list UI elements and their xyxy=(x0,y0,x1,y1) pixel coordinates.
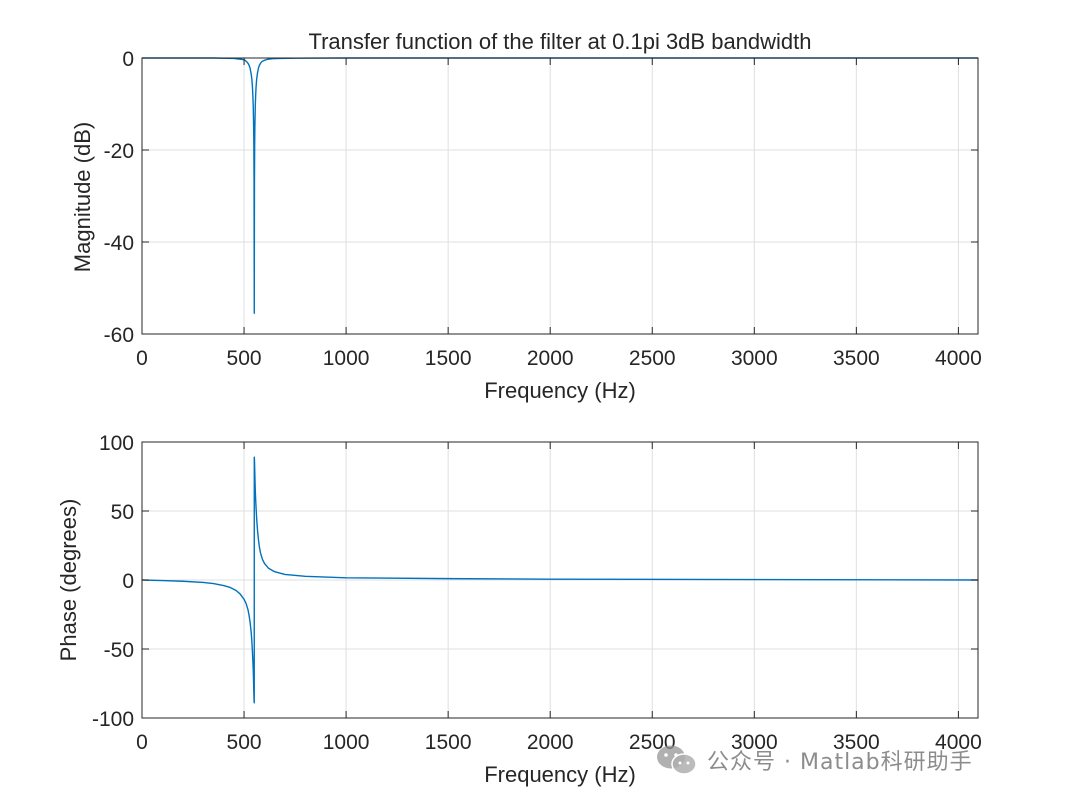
phase-y-tick-label: -100 xyxy=(92,708,134,731)
phase-x-axis-label: Frequency (Hz) xyxy=(484,762,636,787)
watermark: 公众号 · Matlab科研助手 xyxy=(655,742,973,778)
magnitude-x-axis-label: Frequency (Hz) xyxy=(484,378,636,403)
phase-x-tick-label: 2000 xyxy=(527,731,574,754)
magnitude-x-tick-label: 500 xyxy=(227,347,262,370)
magnitude-plot-title: Transfer function of the filter at 0.1pi… xyxy=(308,29,811,54)
magnitude-x-tick-label: 2000 xyxy=(527,347,574,370)
magnitude-series-line xyxy=(142,57,978,314)
phase-y-axis-label: Phase (degrees) xyxy=(56,499,81,662)
magnitude-y-tick-label: -20 xyxy=(104,140,134,163)
phase-y-tick-label: -50 xyxy=(104,639,134,662)
magnitude-x-tick-label: 4000 xyxy=(935,347,982,370)
magnitude-x-tick-label: 1000 xyxy=(323,347,370,370)
phase-y-tick-label: 50 xyxy=(111,501,134,524)
watermark-text: 公众号 · Matlab科研助手 xyxy=(707,750,973,775)
magnitude-x-tick-label: 1500 xyxy=(425,347,472,370)
phase-axes: 0 500 1000 1500 2000 2500 3000 3500 4000-100-500… xyxy=(56,432,982,787)
magnitude-y-axis-label: Magnitude (dB) xyxy=(70,122,95,272)
phase-x-tick-label: 500 xyxy=(227,731,262,754)
phase-series-line xyxy=(141,456,979,704)
phase-x-tick-label: 1000 xyxy=(323,731,370,754)
phase-x-tick-label: 4000 xyxy=(935,731,982,754)
magnitude-x-tick-label: 0 xyxy=(136,347,148,370)
magnitude-x-tick-label: 2500 xyxy=(629,347,676,370)
phase-x-tick-label: 0 xyxy=(136,731,148,754)
phase-x-tick-label: 3000 xyxy=(731,731,778,754)
magnitude-y-tick-label: 0 xyxy=(122,48,134,71)
phase-y-tick-label: 0 xyxy=(122,570,134,593)
magnitude-y-tick-label: -40 xyxy=(104,232,134,255)
magnitude-y-tick-label: -60 xyxy=(104,324,134,347)
phase-x-tick-label: 3500 xyxy=(833,731,880,754)
phase-y-tick-label: 100 xyxy=(99,432,134,455)
magnitude-axes: 0 500 1000 1500 2000 2500 3000 3500 4000 -60 -40 -2… xyxy=(70,29,982,403)
phase-x-tick-label: 1500 xyxy=(425,731,472,754)
wechat-icon xyxy=(657,745,697,775)
magnitude-axes-box xyxy=(141,57,979,335)
magnitude-x-tick-label: 3000 xyxy=(731,347,778,370)
magnitude-plot-area xyxy=(142,58,978,334)
magnitude-x-tick-label: 3500 xyxy=(833,347,880,370)
